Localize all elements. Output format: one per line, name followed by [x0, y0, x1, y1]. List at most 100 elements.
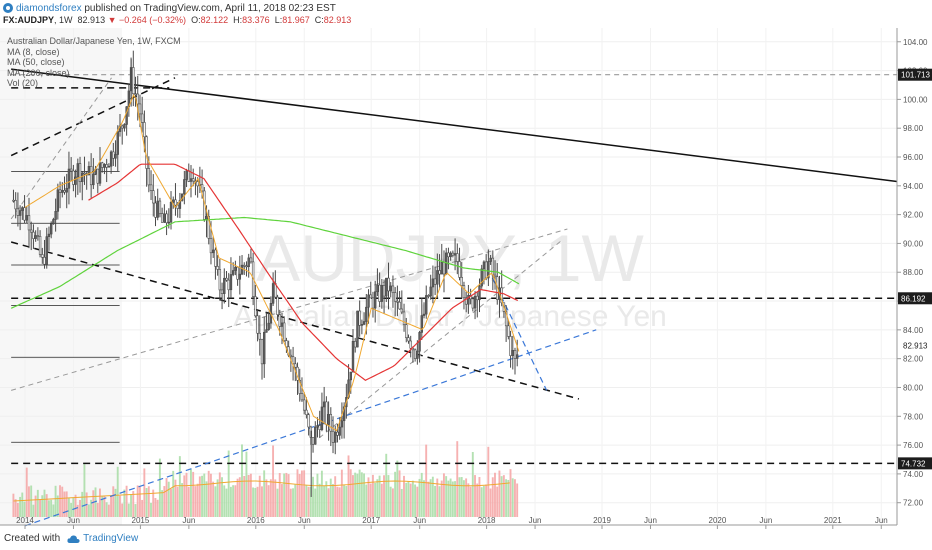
- candle-body: [314, 426, 317, 445]
- legend-item[interactable]: MA (200, close): [7, 67, 70, 78]
- volume-bar: [143, 468, 146, 517]
- volume-bar: [30, 485, 33, 517]
- volume-bar: [79, 500, 81, 517]
- candle-body: [83, 172, 86, 175]
- price-label-box: [898, 292, 932, 305]
- candle-body: [365, 306, 368, 322]
- quote-line: FX:AUDJPY, 1W 82.913 ▼ −0.264 (−0.32%) O…: [3, 15, 352, 25]
- volume-bar: [378, 475, 381, 517]
- candle-body: [263, 332, 266, 365]
- y-tick-label: 88.00: [903, 268, 924, 277]
- volume-bar: [136, 485, 139, 517]
- candle-body: [229, 274, 233, 291]
- high-label: H:: [233, 15, 243, 25]
- candle-body: [402, 311, 406, 325]
- candle-body: [247, 257, 250, 267]
- legend-item[interactable]: MA (8, close): [7, 46, 60, 57]
- volume-bar: [76, 504, 79, 517]
- trend-line: [11, 68, 898, 183]
- candle-body: [231, 270, 235, 275]
- candle-body: [382, 285, 386, 297]
- candle-body: [358, 310, 361, 326]
- candle-body: [507, 325, 510, 337]
- volume-bar: [478, 477, 481, 517]
- price-label-box: [898, 68, 932, 81]
- candle-body: [240, 264, 244, 275]
- volume-bar: [312, 476, 314, 517]
- y-tick-label: 94.00: [903, 182, 924, 191]
- volume-bar: [147, 486, 150, 517]
- x-tick-label: 2019: [593, 516, 611, 525]
- candle-body: [76, 163, 80, 178]
- volume-bar: [380, 483, 383, 517]
- candle-body: [214, 249, 217, 267]
- volume-bar: [19, 496, 22, 517]
- volume-bar: [254, 487, 257, 517]
- volume-bar: [245, 451, 248, 517]
- legend-item[interactable]: Vol (20): [7, 78, 39, 88]
- x-tick-label: Jun: [182, 516, 195, 525]
- volume-bar: [454, 481, 456, 517]
- volume-ma-line: [13, 480, 510, 502]
- volume-bar: [229, 486, 232, 517]
- volume-bar: [59, 485, 61, 517]
- candle-body: [367, 294, 370, 308]
- volume-bar: [203, 473, 206, 517]
- tradingview-brand[interactable]: TradingView: [83, 533, 139, 544]
- candle-body: [209, 238, 213, 254]
- price-label-text: 101.713: [901, 71, 930, 80]
- candle-body: [447, 252, 450, 258]
- candle-body: [158, 200, 162, 214]
- volume-bar: [225, 488, 228, 517]
- volume-bar: [227, 450, 230, 517]
- x-tick-label: 2016: [247, 516, 265, 525]
- legend-title: Australian Dollar/Japanese Yen, 1W, FXCM: [7, 36, 181, 46]
- volume-bar: [396, 460, 399, 517]
- candle-body: [121, 125, 124, 129]
- candle-body: [405, 324, 408, 338]
- volume-bar: [216, 479, 219, 517]
- volume-bar: [511, 478, 514, 517]
- volume-bar: [369, 483, 372, 517]
- last-price: 82.913: [77, 15, 106, 25]
- candle-body: [192, 178, 195, 182]
- volume-bar: [47, 500, 50, 517]
- y-tick-label: 104.00: [903, 38, 928, 47]
- candle-body: [371, 297, 375, 309]
- volume-bar: [398, 470, 401, 517]
- candle-body: [132, 67, 135, 95]
- candle-body: [238, 273, 242, 280]
- candle-body: [471, 298, 475, 309]
- footer: Created with TradingView: [4, 533, 138, 544]
- volume-bar: [418, 478, 421, 517]
- volume-bar: [167, 481, 170, 517]
- volume-bar: [70, 502, 73, 517]
- author-link[interactable]: diamondsforex: [16, 2, 82, 14]
- legend-item[interactable]: MA (50, close): [7, 57, 65, 67]
- candle-body: [174, 199, 177, 206]
- created-with: Created with: [4, 533, 61, 544]
- candle-body: [413, 349, 417, 359]
- volume-bar: [440, 480, 443, 517]
- candle-body: [396, 300, 399, 303]
- tradingview-cloud-icon: [67, 534, 80, 543]
- candle-body: [407, 337, 410, 342]
- volume-bar: [447, 480, 450, 517]
- candle-body: [347, 379, 350, 398]
- volume-bar: [174, 479, 177, 517]
- volume-bar: [500, 476, 503, 517]
- volume-bar: [458, 477, 461, 517]
- price-chart[interactable]: AUDJPY, 1W Australian Dollar / Japanese …: [0, 28, 932, 530]
- candle-body: [147, 168, 151, 186]
- volume-bar: [54, 485, 57, 517]
- current-price-label: 82.913: [903, 342, 928, 351]
- candle-body: [458, 261, 461, 278]
- candle-body: [143, 122, 146, 138]
- candle-body: [436, 270, 439, 285]
- volume-bar: [462, 480, 465, 517]
- volume-bar: [209, 473, 212, 517]
- volume-bar: [296, 469, 299, 517]
- candle-body: [165, 213, 168, 224]
- volume-bar: [445, 476, 448, 517]
- volume-bar: [34, 495, 37, 517]
